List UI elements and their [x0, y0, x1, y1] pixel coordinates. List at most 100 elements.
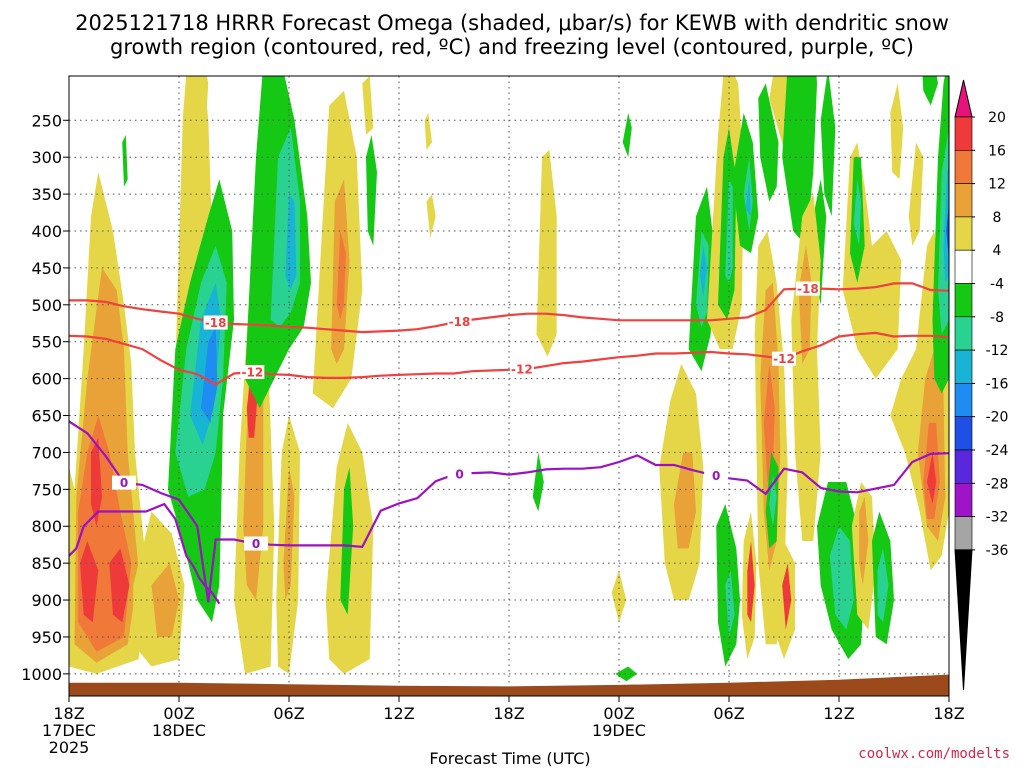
y-tick-label: 300: [31, 148, 62, 167]
colorbar-under-arrow: [954, 549, 973, 691]
omega-region-53: [820, 76, 836, 217]
contour-label: -12: [773, 352, 795, 366]
omega-region-65: [725, 570, 735, 637]
omega-region-26: [340, 467, 354, 615]
omega-region-34: [532, 452, 544, 512]
omega-region-71: [877, 548, 889, 623]
contour-label-bg: [203, 315, 228, 330]
omega-region-5: [91, 437, 102, 527]
contour-label-bg: [772, 351, 796, 366]
omega-region-63: [782, 563, 792, 630]
colorbar-label: -28: [986, 476, 1009, 492]
omega-region-48: [745, 179, 751, 217]
y-tick-label: 450: [31, 259, 62, 278]
colorbar-bin-9: [954, 416, 973, 451]
x-tick-label: 18Z: [493, 704, 524, 723]
omega-region-19: [285, 194, 297, 290]
contour-label: -18: [449, 315, 471, 329]
contour-label: -18: [205, 316, 227, 330]
colorbar-label: 8: [993, 210, 1002, 226]
y-tick-label: 700: [31, 443, 62, 462]
y-tick-label: 650: [31, 407, 62, 426]
x-tick-label: 12Z: [383, 704, 414, 723]
contour-label-bg: [447, 314, 472, 329]
omega-region-4: [109, 548, 130, 623]
x-tick-label: 18Z: [53, 704, 84, 723]
contour-label: 0: [455, 468, 463, 482]
y-tick-label: 400: [31, 222, 62, 241]
y-axis-ticks: 250 300 350 400 450 500 550 600 650 700 750 800 850 9…: [21, 111, 69, 684]
colorbar-label: -32: [986, 510, 1009, 526]
colorbar-bin-12: [954, 516, 973, 551]
omega-region-42: [699, 245, 707, 298]
omega-shading-layer: [69, 76, 949, 682]
x-tick-label: 17DEC: [42, 721, 96, 740]
y-tick-label: 750: [31, 480, 62, 499]
y-tick-label: 250: [31, 111, 62, 130]
contour-3: [69, 502, 221, 605]
contour-label: 0: [120, 476, 128, 490]
y-tick-label: 950: [31, 628, 62, 647]
x-tick-label: 2025: [49, 738, 90, 757]
contour-label-bg: [447, 467, 472, 482]
omega-region-30: [424, 112, 432, 150]
contour-layer: -18 -18 -18 -12 -12 -12 0 0 0 0: [69, 281, 949, 605]
y-tick-label: 850: [31, 554, 62, 573]
omega-region-86: [890, 83, 904, 180]
contour-label: -12: [511, 363, 533, 377]
omega-region-76: [853, 179, 861, 246]
colorbar-label: -12: [986, 343, 1009, 359]
omega-region-29: [426, 194, 436, 239]
colorbar-bin-11: [954, 482, 973, 517]
omega-region-36: [611, 570, 627, 623]
omega-region-31: [122, 135, 128, 187]
omega-region-32: [362, 76, 374, 135]
omega-region-49: [758, 83, 779, 202]
colorbar-over-arrow: [954, 79, 973, 118]
colorbar-label: -8: [990, 310, 1004, 326]
colorbar-bin-7: [954, 349, 973, 384]
omega-region-67: [829, 526, 854, 630]
contour-label-bg: [244, 536, 268, 551]
omega-region-83: [943, 164, 949, 283]
y-tick-label: 550: [31, 333, 62, 352]
contour-label: -18: [797, 282, 819, 296]
contour-label-bg: [509, 362, 534, 377]
colorbar-label: -16: [986, 376, 1009, 392]
colorbar-label: 20: [988, 110, 1006, 126]
contour-label-bg: [704, 468, 729, 483]
omega-region-3: [80, 541, 99, 623]
contour-label-bg: [240, 364, 265, 379]
colorbar-label: -20: [986, 410, 1009, 426]
colorbar-bin-6: [954, 316, 973, 351]
colorbar-legend: 20 16 12 8 4 -4 -8 -12 -16 -20 -24 -28 -32 -36: [954, 79, 1009, 691]
x-tick-label: 18Z: [933, 704, 964, 723]
plot-area: -18 -18 -18 -12 -12 -12 0 0 0 0: [69, 76, 949, 696]
colorbar-label: 12: [988, 177, 1006, 193]
omega-region-7: [151, 563, 179, 637]
y-tick-label: 900: [31, 591, 62, 610]
gridlines: [69, 76, 949, 696]
contour-1: [69, 331, 949, 386]
y-tick-label: 500: [31, 296, 62, 315]
omega-region-39: [615, 666, 638, 682]
x-tick-label: 18DEC: [152, 721, 206, 740]
omega-region-73: [798, 245, 812, 364]
omega-region-80: [927, 452, 937, 505]
omega-region-27: [366, 135, 377, 246]
colorbar-bin-1: [954, 150, 973, 184]
colorbar-label: 16: [988, 143, 1006, 159]
x-tick-label: 12Z: [823, 704, 854, 723]
omega-region-54: [922, 76, 938, 106]
contour-label: -12: [241, 365, 263, 379]
colorbar-label: -4: [990, 277, 1004, 293]
source-credit: coolwx.com/modelts: [858, 746, 1010, 762]
chart-title-line-2: growth region (contoured, red, ºC) and f…: [110, 35, 914, 59]
x-tick-label: 00Z: [163, 704, 194, 723]
contour-label-bg: [112, 475, 136, 490]
terrain-fill: [69, 674, 949, 696]
omega-region-84: [946, 201, 949, 261]
contour-label: 0: [252, 537, 260, 551]
